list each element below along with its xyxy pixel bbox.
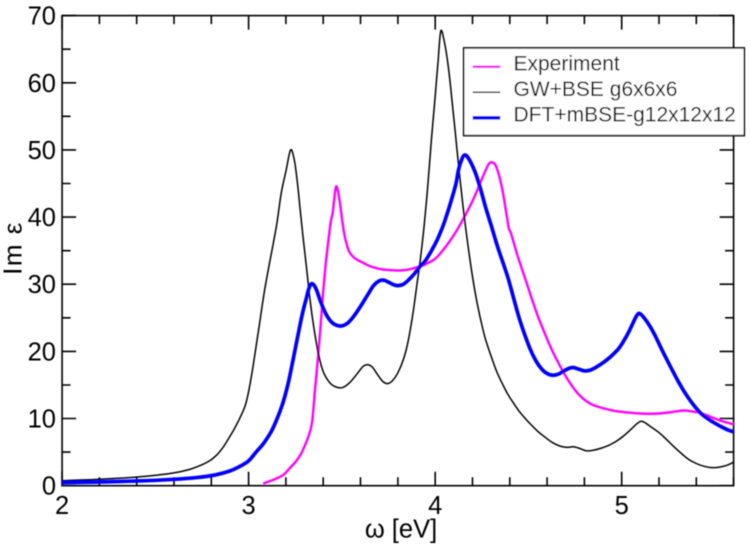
svg-text:4: 4	[428, 492, 442, 520]
svg-text:Im ε: Im ε	[0, 221, 28, 275]
svg-text:ω [eV]: ω [eV]	[365, 516, 437, 544]
svg-text:Experiment: Experiment	[514, 53, 620, 76]
svg-text:0: 0	[42, 473, 56, 501]
svg-text:2: 2	[55, 492, 69, 520]
svg-text:30: 30	[28, 271, 56, 299]
svg-text:GW+BSE g6x6x6: GW+BSE g6x6x6	[514, 78, 678, 101]
svg-text:20: 20	[28, 338, 56, 366]
svg-text:60: 60	[28, 70, 56, 98]
svg-text:10: 10	[28, 406, 56, 434]
svg-text:70: 70	[28, 3, 56, 31]
svg-text:40: 40	[28, 204, 56, 232]
svg-text:DFT+mBSE-g12x12x12: DFT+mBSE-g12x12x12	[514, 104, 736, 127]
svg-text:5: 5	[615, 492, 629, 520]
svg-text:3: 3	[242, 492, 256, 520]
svg-text:50: 50	[28, 137, 56, 165]
